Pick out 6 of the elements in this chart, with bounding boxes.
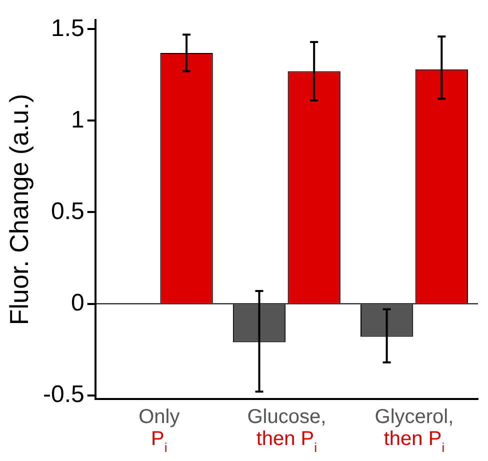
y-tick-label: 1.5 — [50, 14, 84, 42]
y-tick-label: 0.5 — [50, 198, 84, 225]
y-tick-label: -0.5 — [42, 380, 84, 408]
y-axis-title: Fluor. Change (a.u.) — [4, 94, 34, 326]
y-tick-label: 0 — [70, 289, 84, 316]
y-tick-label: 1 — [70, 106, 84, 134]
